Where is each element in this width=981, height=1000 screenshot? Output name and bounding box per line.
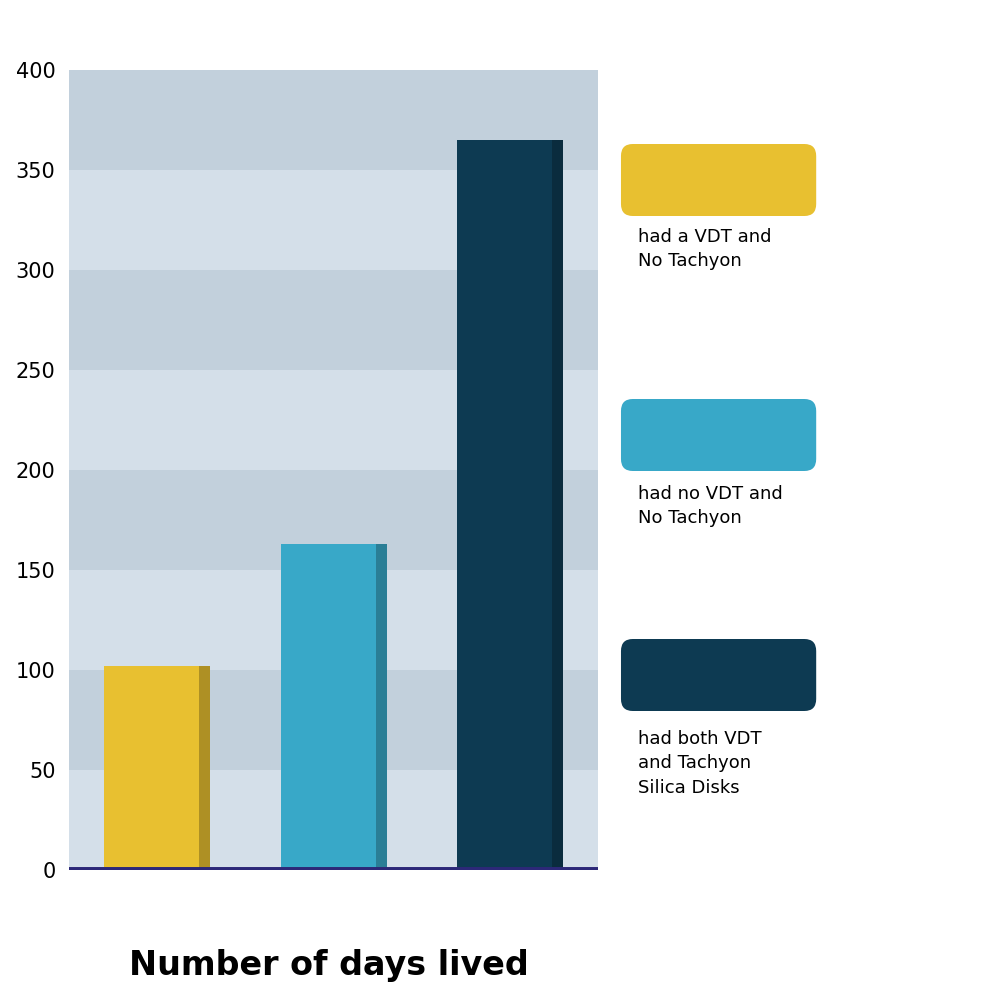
Text: had a VDT and
No Tachyon: had a VDT and No Tachyon [638, 228, 771, 270]
Bar [69, 370, 598, 470]
Bar [69, 170, 598, 270]
Bar [281, 544, 387, 870]
Bar [69, 670, 598, 770]
Text: Number of days lived: Number of days lived [129, 948, 529, 982]
Bar [457, 140, 563, 870]
Bar [69, 70, 598, 170]
Bar [376, 544, 387, 870]
Bar [69, 470, 598, 570]
Bar [104, 666, 210, 870]
Text: Rudy: Rudy [647, 425, 707, 445]
Text: had both VDT
and Tachyon
Silica Disks: had both VDT and Tachyon Silica Disks [638, 730, 761, 797]
Text: had no VDT and
No Tachyon: had no VDT and No Tachyon [638, 485, 783, 527]
Bar [69, 270, 598, 370]
Bar [199, 666, 210, 870]
Bar [552, 140, 563, 870]
Bar [69, 570, 598, 670]
Text: Lucky: Lucky [647, 665, 715, 685]
Text: Bert: Bert [647, 170, 697, 190]
Bar [69, 770, 598, 870]
